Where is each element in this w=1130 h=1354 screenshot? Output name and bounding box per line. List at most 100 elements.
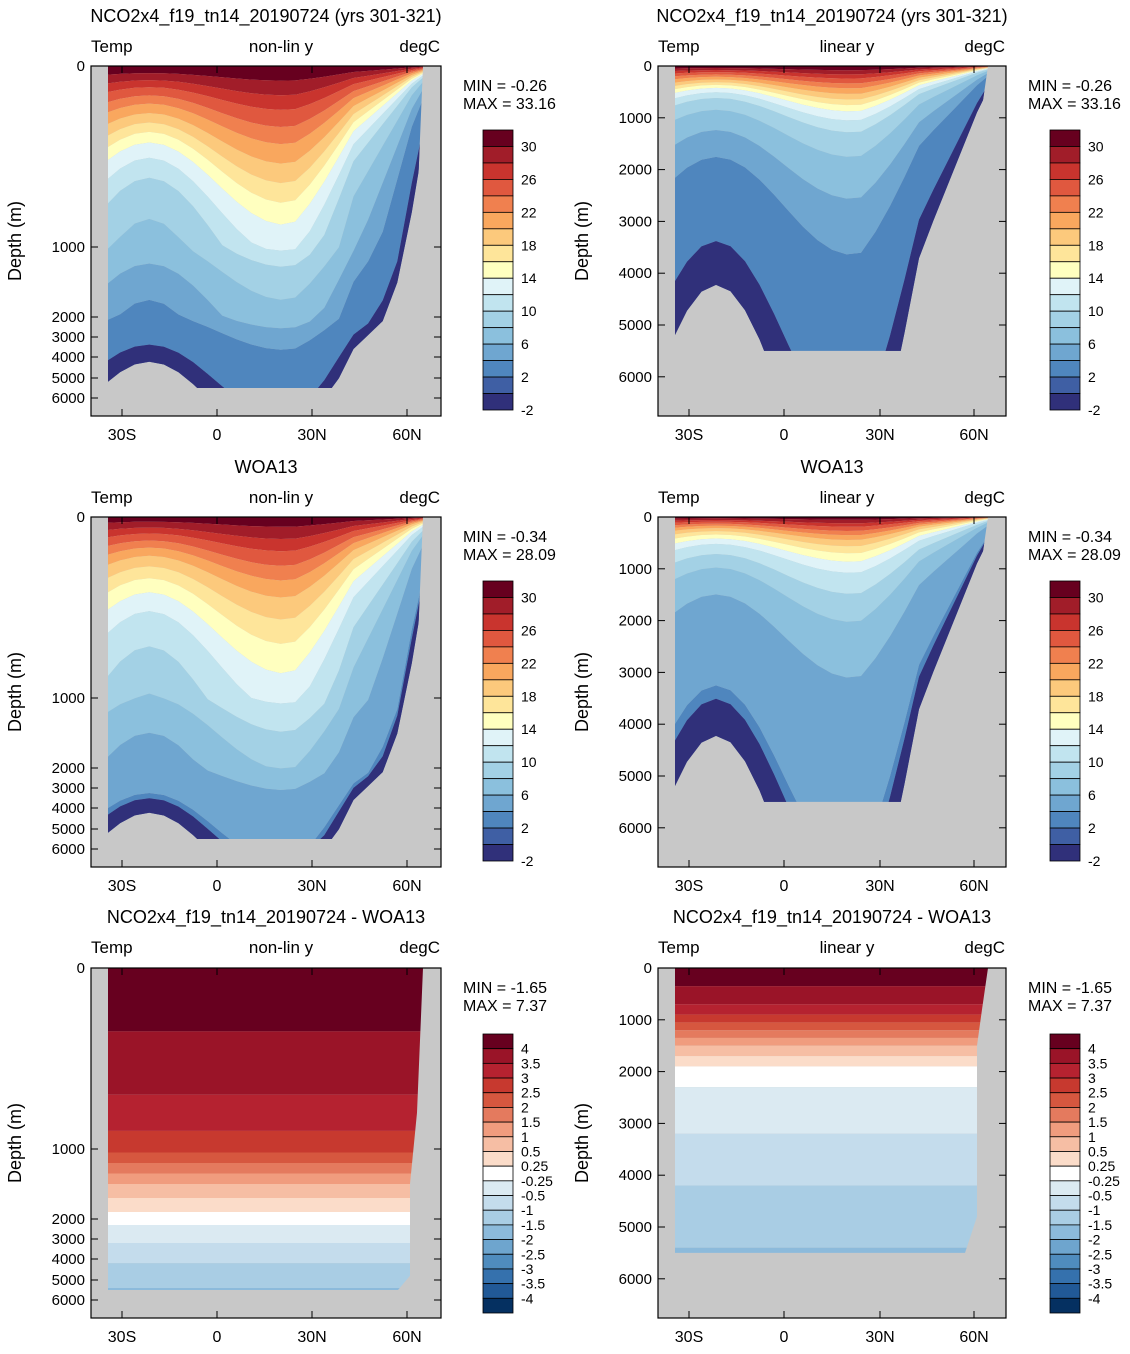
colorbar-label: -3.5 bbox=[1088, 1276, 1112, 1292]
y-tick-label: 1000 bbox=[619, 110, 652, 127]
colorbar-label: 10 bbox=[521, 303, 537, 319]
colorbar-swatch bbox=[1049, 1224, 1081, 1240]
y-tick-label: 3000 bbox=[619, 213, 652, 230]
colorbar-swatch bbox=[482, 613, 514, 631]
colorbar-swatch bbox=[1049, 228, 1081, 246]
colorbar-swatch bbox=[1049, 162, 1081, 180]
colorbar-swatch bbox=[1049, 1062, 1081, 1079]
colorbar-swatch bbox=[482, 1165, 514, 1182]
colorbar-label: 3 bbox=[521, 1070, 529, 1086]
contour-band bbox=[108, 1031, 423, 1095]
colorbar-label: 26 bbox=[1088, 171, 1104, 187]
y-tick-label: 3000 bbox=[52, 1231, 85, 1248]
panel-2: NCO2x4_f19_tn14_20190724 (yrs 301-321) Te… bbox=[572, 6, 1121, 444]
colorbar-swatch bbox=[1049, 261, 1081, 279]
colorbar-label: -1.5 bbox=[521, 1217, 545, 1233]
contour-band bbox=[675, 70, 988, 255]
contour-band bbox=[675, 66, 988, 71]
contour-band bbox=[108, 1184, 423, 1198]
colorbar-swatch bbox=[1049, 1107, 1081, 1123]
contour-band bbox=[108, 1212, 423, 1225]
colorbar-swatch bbox=[482, 179, 514, 197]
colorbar-label: 22 bbox=[1088, 204, 1104, 220]
y-tick-label: 4000 bbox=[619, 265, 652, 282]
contour-band bbox=[675, 517, 988, 520]
max-value: MAX = 33.16 bbox=[1028, 96, 1121, 113]
colorbar-swatch bbox=[482, 360, 514, 378]
colorbar-label: 6 bbox=[521, 787, 529, 803]
y-tick-label: 5000 bbox=[619, 1219, 652, 1236]
colorbar-label: 3.5 bbox=[521, 1055, 541, 1071]
colorbar-swatch bbox=[482, 844, 514, 862]
colorbar-swatch bbox=[1049, 195, 1081, 213]
colorbar-swatch bbox=[482, 695, 514, 714]
colorbar-label: 14 bbox=[1088, 270, 1104, 286]
colorbar-label: 1 bbox=[521, 1129, 529, 1145]
units-label: degC bbox=[399, 488, 440, 507]
field bbox=[675, 968, 988, 1253]
y-tick-label: 2000 bbox=[619, 613, 652, 630]
contour-band bbox=[108, 524, 423, 732]
field bbox=[108, 968, 423, 1290]
colorbar-swatch bbox=[1049, 327, 1081, 345]
x-tick-label: 30N bbox=[297, 878, 326, 895]
colorbar-swatch bbox=[1049, 630, 1081, 648]
contour-band bbox=[108, 968, 423, 1032]
colorbar-label: -1 bbox=[521, 1202, 534, 1218]
x-tick-label: 60N bbox=[392, 427, 421, 444]
colorbar-label: 2 bbox=[1088, 1099, 1096, 1115]
colorbar-label: 14 bbox=[521, 721, 537, 737]
colorbar-label: 1.5 bbox=[1088, 1114, 1108, 1130]
yscale-label: linear y bbox=[820, 938, 875, 957]
colorbar-label: 14 bbox=[1088, 721, 1104, 737]
colorbar-swatch bbox=[482, 1239, 514, 1255]
y-tick-label: 4000 bbox=[52, 800, 85, 817]
field bbox=[675, 66, 988, 351]
contour-band bbox=[108, 518, 423, 566]
panel-title: NCO2x4_f19_tn14_20190724 - WOA13 bbox=[107, 907, 425, 928]
colorbar-swatch bbox=[1049, 794, 1081, 812]
y-tick-label: 1000 bbox=[52, 1141, 85, 1158]
colorbar-swatch bbox=[482, 1121, 514, 1138]
contour-band bbox=[108, 1094, 423, 1131]
y-tick-label: 0 bbox=[77, 960, 85, 977]
colorbar-swatch bbox=[1049, 1048, 1081, 1064]
y-tick-label: 4000 bbox=[619, 716, 652, 733]
colorbar-swatch bbox=[1049, 613, 1081, 631]
colorbar-label: -2 bbox=[521, 1232, 534, 1248]
y-tick-label: 0 bbox=[644, 58, 652, 75]
contour-band bbox=[675, 1247, 988, 1253]
colorbar-swatch bbox=[482, 580, 514, 598]
contour-band bbox=[108, 74, 423, 300]
colorbar-swatch bbox=[482, 1253, 514, 1270]
y-tick-label: 4000 bbox=[52, 349, 85, 366]
contour-band bbox=[108, 1173, 423, 1184]
colorbar-label: 30 bbox=[1088, 589, 1104, 605]
colorbar-swatch bbox=[482, 827, 514, 845]
contour-band bbox=[108, 518, 423, 581]
contour-band bbox=[108, 1288, 423, 1290]
min-value: MIN = -1.65 bbox=[1028, 980, 1112, 997]
y-axis-label: Depth (m) bbox=[572, 652, 592, 732]
y-tick-label: 3000 bbox=[52, 329, 85, 346]
plot-frame bbox=[657, 65, 1007, 417]
contour-band bbox=[675, 530, 988, 802]
colorbar-swatch bbox=[1049, 393, 1081, 411]
colorbar-swatch bbox=[1049, 1253, 1081, 1270]
contour-band bbox=[675, 1066, 988, 1088]
colorbar-swatch bbox=[482, 1151, 514, 1167]
colorbar-label: 1 bbox=[1088, 1129, 1096, 1145]
colorbar-swatch bbox=[1049, 597, 1081, 615]
y-tick-label: 5000 bbox=[52, 370, 85, 387]
panel-title: NCO2x4_f19_tn14_20190724 (yrs 301-321) bbox=[656, 6, 1007, 27]
contour-band bbox=[108, 67, 423, 110]
colorbar-label: 30 bbox=[1088, 138, 1104, 154]
colorbar-swatch bbox=[482, 1283, 514, 1299]
y-tick-label: 6000 bbox=[52, 841, 85, 858]
colorbar-swatch bbox=[1049, 695, 1081, 714]
contour-band bbox=[675, 517, 988, 531]
units-label: degC bbox=[399, 938, 440, 957]
contour-band bbox=[675, 69, 988, 199]
colorbar-swatch bbox=[482, 129, 514, 147]
colorbar-label: -2 bbox=[1088, 853, 1101, 869]
